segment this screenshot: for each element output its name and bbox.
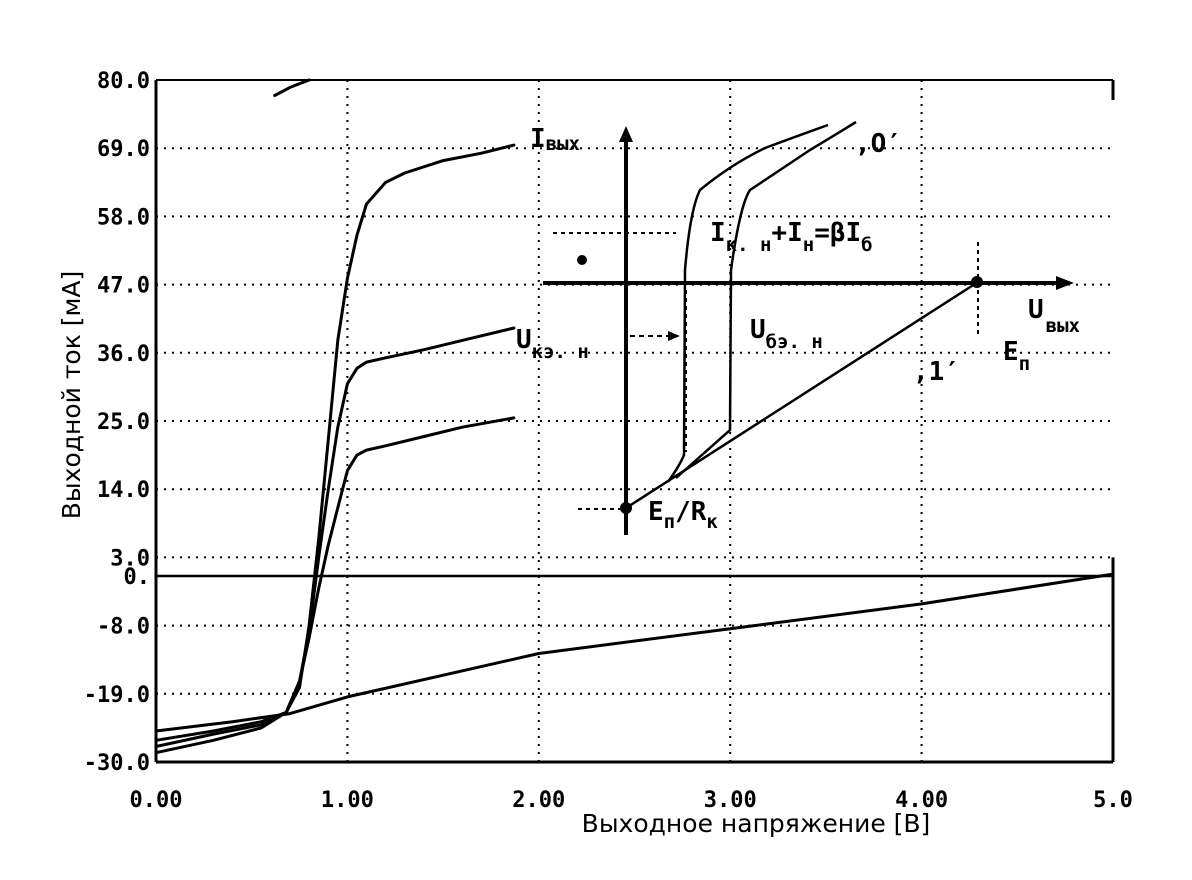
inset-ep-point [971,276,983,288]
y-tick-label: 3.0 [110,546,150,571]
tick-labels: 0.00 1.00 2.00 3.00 4.00 5.0 80.0 69.0 58.0 47.0 3… [84,69,1133,813]
x-tick-label: 3.00 [704,788,757,813]
inset-ep-rk-label: Eп/Rк [648,497,718,533]
y-tick-label: 69.0 [97,137,150,162]
y-tick-label: -30.0 [84,751,150,776]
y-tick-label: 58.0 [97,205,150,230]
y-tick-label: 80.0 [97,69,150,94]
inset-current-equation: Iк. н+Iн=βIб [710,218,873,256]
x-tick-label: 2.00 [512,788,565,813]
y-tick-label: -19.0 [84,683,150,708]
x-tick-label: 5.0 [1093,788,1133,813]
inset-u-out-label: Uвых [1028,295,1080,337]
inset-curve-two [675,120,857,479]
inset-labels: Iвых Uвых Eп ‚О′ ‚1′ Uкэ. н Uбэ. н Iк. н… [516,124,1080,533]
y-tick-label: 14.0 [97,478,150,503]
series-group [154,78,1115,755]
x-tick-label: 0.00 [130,788,183,813]
y-tick-label: 36.0 [97,342,150,367]
inset-epr-point [620,502,632,514]
inset-curve-one [666,123,829,483]
y-tick-label: -8.0 [97,615,150,640]
inset-ubn-label: Uбэ. н [750,315,823,353]
x-axis-title: Выходное напряжение [В] [582,809,931,838]
inset-horizontal-arrowhead [1056,276,1074,290]
inset-marker-dot [577,255,587,265]
inset-i-out-label: Iвых [530,124,580,155]
axes [154,79,1115,764]
series-line-3 [154,416,516,748]
y-tick-label: 25.0 [97,410,150,435]
series-line-5 [273,78,311,97]
series-line-4 [154,572,1115,733]
series-line-2 [154,326,516,755]
inset-ep-label: Eп [1003,337,1030,375]
inset-ukn-label: Uкэ. н [516,325,589,363]
y-tick-label: 0. [124,565,151,590]
inset-label-zero: ‚О′ [855,129,902,159]
grid [156,79,1113,762]
x-tick-label: 1.00 [321,788,374,813]
inset-ukn-arrowhead [668,331,680,341]
inset-label-one: ‚1′ [913,357,960,387]
x-tick-label: 4.00 [895,788,948,813]
inset-vertical-arrowhead [619,126,633,142]
y-tick-label: 47.0 [97,274,150,299]
y-axis-title: Выходной ток [мА] [57,271,86,519]
inset-diagram [543,120,1074,535]
